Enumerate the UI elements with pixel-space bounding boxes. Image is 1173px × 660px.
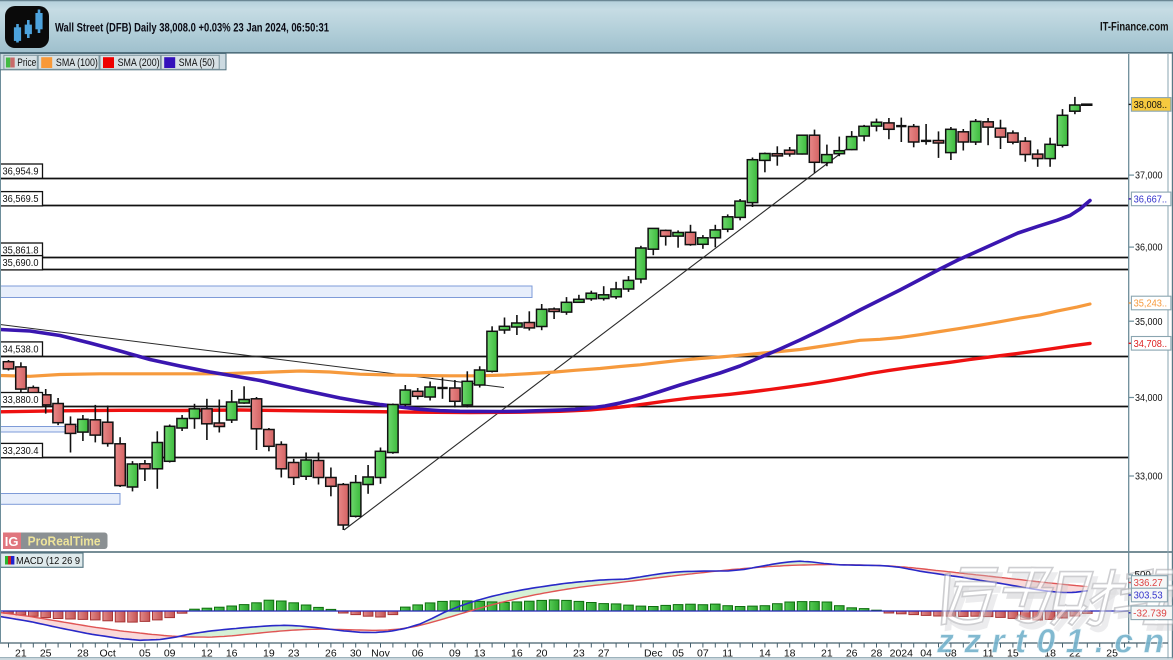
svg-text:06: 06 <box>412 648 424 660</box>
svg-text:11: 11 <box>722 648 733 660</box>
svg-text:23: 23 <box>288 648 300 660</box>
svg-text:08: 08 <box>945 648 957 660</box>
svg-text:38,008..: 38,008.. <box>1134 100 1168 111</box>
svg-text:33,230.4: 33,230.4 <box>3 446 40 457</box>
svg-text:Price: Price <box>17 57 36 69</box>
svg-text:33,000: 33,000 <box>1135 472 1163 483</box>
svg-text:20: 20 <box>536 648 548 660</box>
svg-text:36,667..: 36,667.. <box>1134 195 1168 206</box>
svg-text:Nov: Nov <box>371 648 390 660</box>
svg-text:336.27: 336.27 <box>1134 578 1163 589</box>
svg-text:Wall Street (DFB) Daily 38,008: Wall Street (DFB) Daily 38,008.0 +0.03% … <box>55 23 329 35</box>
svg-text:IT-Finance.com: IT-Finance.com <box>1100 22 1169 34</box>
svg-text:35,000: 35,000 <box>1135 317 1163 328</box>
svg-text:SMA (50): SMA (50) <box>179 57 215 69</box>
svg-text:IG: IG <box>5 534 19 549</box>
svg-text:05: 05 <box>672 648 684 660</box>
svg-text:13: 13 <box>474 648 486 660</box>
svg-text:12: 12 <box>201 648 213 660</box>
svg-text:2024: 2024 <box>890 648 914 660</box>
svg-text:25: 25 <box>1106 648 1118 660</box>
svg-text:36,000: 36,000 <box>1135 243 1163 254</box>
svg-text:MACD (12 26 9: MACD (12 26 9 <box>16 555 80 567</box>
svg-text:26: 26 <box>846 648 858 660</box>
svg-text:33,880.0: 33,880.0 <box>3 395 40 406</box>
svg-text:21: 21 <box>15 648 27 660</box>
svg-text:35,690.0: 35,690.0 <box>3 258 40 269</box>
svg-text:18: 18 <box>1044 648 1056 660</box>
svg-text:34,708..: 34,708.. <box>1134 339 1168 350</box>
svg-text:04: 04 <box>920 648 932 660</box>
svg-text:28: 28 <box>871 648 883 660</box>
svg-text:07: 07 <box>697 648 709 660</box>
svg-text:27: 27 <box>598 648 610 660</box>
svg-text:09: 09 <box>164 648 176 660</box>
svg-text:05: 05 <box>139 648 151 660</box>
svg-text:30: 30 <box>350 648 362 660</box>
svg-text:Dec: Dec <box>644 648 663 660</box>
svg-text:34,538.0: 34,538.0 <box>3 344 40 355</box>
svg-text:ProRealTime: ProRealTime <box>28 535 101 549</box>
svg-text:SMA (100): SMA (100) <box>56 57 98 69</box>
svg-text:15: 15 <box>1007 648 1019 660</box>
svg-text:36,569.5: 36,569.5 <box>3 194 40 205</box>
svg-text:35,861.8: 35,861.8 <box>3 246 40 257</box>
svg-text:09: 09 <box>449 648 461 660</box>
svg-text:19: 19 <box>263 648 275 660</box>
svg-text:22: 22 <box>1069 648 1081 660</box>
svg-text:35,243..: 35,243.. <box>1134 299 1168 310</box>
svg-text:-32.739: -32.739 <box>1133 608 1167 619</box>
svg-text:zzrt01.cn: zzrt01.cn <box>936 623 1173 660</box>
svg-text:37,000: 37,000 <box>1135 171 1163 182</box>
svg-text:16: 16 <box>226 648 238 660</box>
svg-text:34,000: 34,000 <box>1135 393 1163 404</box>
svg-text:21: 21 <box>821 648 833 660</box>
svg-text:23: 23 <box>573 648 585 660</box>
svg-text:25: 25 <box>40 648 52 660</box>
svg-text:18: 18 <box>784 648 796 660</box>
svg-text:16: 16 <box>511 648 523 660</box>
svg-text:28: 28 <box>77 648 89 660</box>
svg-text:11: 11 <box>983 648 994 660</box>
svg-text:SMA (200): SMA (200) <box>118 57 160 69</box>
svg-text:36,954.9: 36,954.9 <box>3 167 39 178</box>
svg-text:26: 26 <box>325 648 337 660</box>
svg-text:303.53: 303.53 <box>1134 591 1164 602</box>
svg-text:Oct: Oct <box>100 648 116 660</box>
svg-text:14: 14 <box>759 648 771 660</box>
